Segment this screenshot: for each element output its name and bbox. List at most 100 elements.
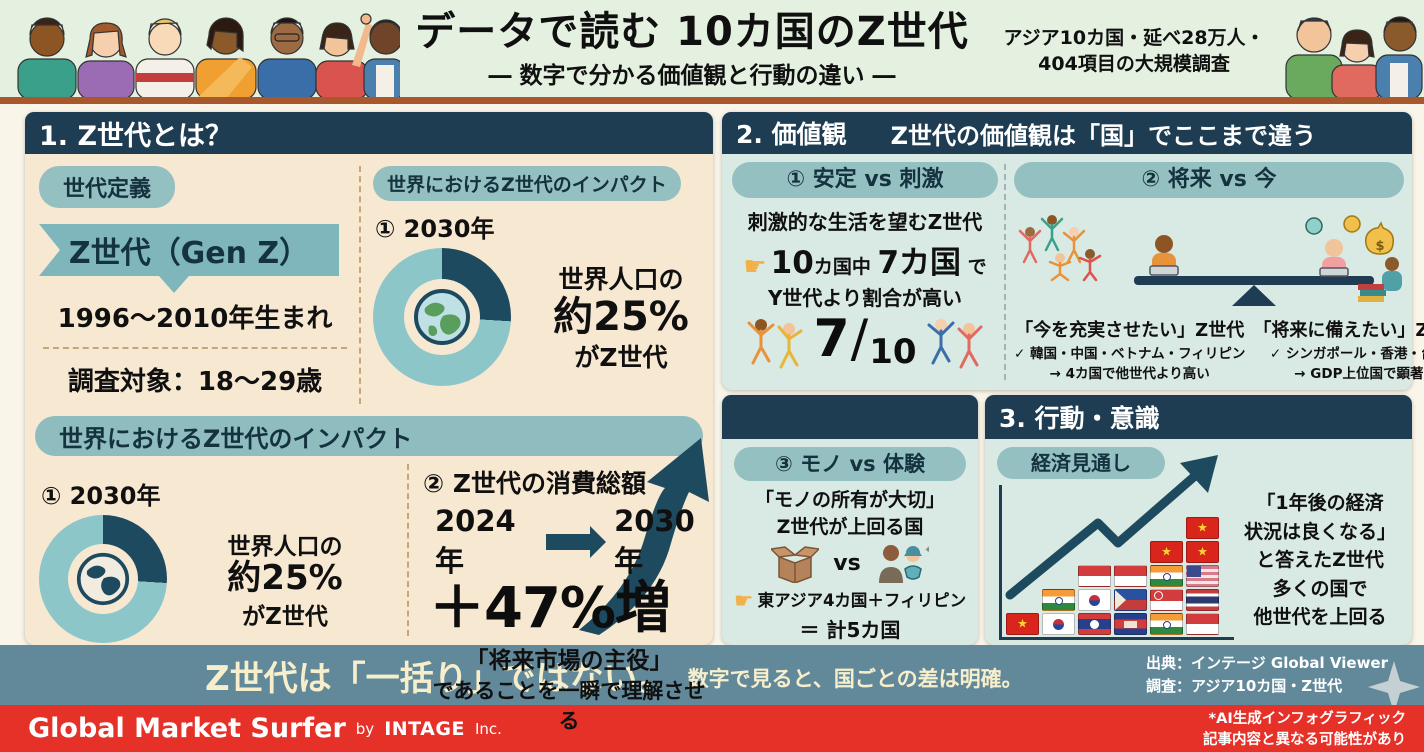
population2-value: 約25% [227,558,343,599]
rising-arrow-icon [579,438,709,635]
economy-outlook-text: 「1年後の経済 状況は良くなる」 と答えたZ世代 多くの国で 他世代を上回る [1236,489,1404,632]
flag-staircase-chart [999,455,1234,640]
page-title: データで読む 10カ国のZ世代 [415,9,969,55]
count-label2: で [961,256,987,278]
future-title: 「将来に備えたい」Z世代 [1253,320,1424,341]
total-countries: ＝ 計5カ国 [799,618,901,642]
now-result: → 4カ国で他世代より高い [1049,366,1210,382]
section1-title: 1. Z世代とは？ [39,120,233,152]
flag-columns [1006,517,1232,635]
eco-line-2: 状況は良くなる」 [1243,520,1396,543]
stability-vs-stimulus-label: ① 安定 vs 刺激 [732,162,998,198]
svg-text:✦: ✦ [924,545,929,556]
svg-text:$: $ [1375,239,1384,254]
future-countries: ✓ シンガポール・香港・台湾 [1269,346,1424,362]
section-genz-definition: 1. Z世代とは？ 世代定義 Z世代（Gen Z） 1996〜2010年生まれ … [25,112,713,733]
population-line1: 世界人口の [558,265,684,294]
people-illustration-left [17,13,400,97]
survey-note-line2: 404項目の大規模調査 [1038,52,1230,75]
survey-note: アジア10カ国・延べ28万人・ 404項目の大規模調査 [984,0,1284,97]
section-values: 2. 価値観 Z世代の価値観は「国」でここまで違う ① 安定 vs 刺激 刺激的… [722,112,1424,390]
consumption-desc: であることを一瞬で理解させる [432,678,706,733]
flag-column [1042,589,1075,635]
section3b-body: 経済見通し 「1年後の経済 状況は良くなる」 と答えたZ世代 多くの国で 他世代… [985,439,1412,645]
flag-column [1006,613,1039,635]
mono-vs-taiken-label: ③ モノ vs 体験 [734,447,966,481]
flag-thailand-icon [1186,589,1219,611]
fraction-denominator: 10 [869,332,917,372]
conclusion-band: Z世代は「一括り」ではない。 数字で見ると、国ごとの差は明確。 出典：インテージ… [0,645,1424,713]
consumption-quote: 「将来市場の主役」 [465,647,673,674]
fraction-slash: / [850,309,869,369]
flag-vietnam-icon [1006,613,1039,635]
source-line2: 調査：アジア10カ国・Z世代 [1146,677,1343,696]
eco-line-1: 「1年後の経済 [1256,492,1384,514]
population-line2: がZ世代 [574,343,668,372]
genz-ribbon-text: Z世代（Gen Z） [39,224,339,276]
year-from: 2024年 [435,504,516,578]
impact-top-block: 世界におけるZ世代のインパクト ① 2030年 [359,166,717,404]
flag-indonesia-icon [1078,565,1111,587]
future-vs-now-label: ② 将来 vs 今 [1014,162,1404,198]
economy-outlook-label: 経済見通し [997,447,1165,479]
section3a-header [722,395,978,439]
flag-column [1114,565,1147,635]
definition-label: 世代定義 [39,166,176,208]
mono-vs-row: vs ✦ [722,543,978,583]
survey-note-line1: アジア10カ国・延べ28万人・ [1003,27,1265,49]
definition-block: 世代定義 Z世代（Gen Z） 1996〜2010年生まれ 調査対象：18〜29… [39,166,351,398]
eco-line-5: 他世代を上回る [1253,606,1387,628]
flag-cambodia-icon [1114,613,1147,635]
fraction-numerator: 7 [813,309,850,369]
birth-years: 1996〜2010年生まれ [57,304,333,334]
now-countries: ✓ 韓国・中国・ベトナム・フィリピン [1014,346,1246,362]
section-behavior: 3. 行動・意識 経済見通し 「1年後の経済 状況は良くなる」 と答えたZ世代 … [985,395,1412,645]
count-7: 7カ国 [877,245,962,281]
page-subtitle: ― 数字で分かる価値観と行動の違い ― [488,63,896,89]
brand-by: by [355,719,375,738]
header-title-block: データで読む 10カ国のZ世代 ― 数字で分かる価値観と行動の違い ― [400,0,984,97]
flag-indonesia-icon [1186,613,1219,635]
section1-body: 世代定義 Z世代（Gen Z） 1996〜2010年生まれ 調査対象：18〜29… [25,154,713,733]
people-illustration-right [1285,16,1423,97]
balance-texts: 「今を充実させたい」Z世代 ✓ 韓国・中国・ベトナム・フィリピン → 4カ国で他… [1014,316,1424,382]
footer-bar: Global Market Surfer by INTAGE Inc. *AI生… [0,705,1424,752]
jumping-people-left-icon [747,319,803,369]
flag-singapore-icon [1150,589,1183,611]
now-title: 「今を充実させたい」Z世代 [1015,320,1245,341]
flag-column [1078,565,1111,635]
globe-icon-2 [76,552,130,606]
brand-row: Global Market Surfer by INTAGE Inc. [28,705,502,752]
mono-line2: Z世代が上回る国 [776,516,924,538]
impact-bottom-item1: ① 2030年 世界人口の 約25% [39,468,389,643]
population2-line1: 世界人口の [227,534,343,561]
stimulus-line3: Y世代より割合が高い [767,286,963,310]
header-banner: データで読む 10カ国のZ世代 ― 数字で分かる価値観と行動の違い ― アジア1… [0,0,1424,104]
definition-divider [43,347,347,349]
flag-laos-icon [1078,613,1111,635]
pointing-finger-icon-2: ☛ [733,589,754,614]
population2-line2: がZ世代 [242,603,328,630]
eco-line-4: 多くの国で [1272,577,1368,600]
section2-title: 2. 価値観 [736,120,847,149]
flag-column [1150,541,1183,635]
source-block: 出典：インテージ Global Viewer 調査：アジア10カ国・Z世代 [1146,652,1388,699]
genz-ribbon-tail [159,276,189,293]
section1-header: 1. Z世代とは？ [25,112,713,154]
future-result: → GDP上位国で顕著 [1294,366,1424,382]
consumption-title: ② Z世代の消費総額 [423,469,646,498]
section2-divider [1004,164,1006,380]
section2-body: ① 安定 vs 刺激 刺激的な生活を望むZ世代 ☛ 10カ国中 7カ国 で Y世代… [722,154,1424,390]
flag-vietnam-icon [1186,517,1219,539]
population-share-text-2: 世界人口の 約25% がZ世代 [181,527,389,631]
footer-note-line2: 記事内容と異なる可能性があり [1203,732,1406,749]
flag-malaysia-icon [1186,565,1219,587]
experience-person-icon: ✦ [878,545,929,583]
flag-vietnam-icon [1186,541,1219,563]
section3b-title: 3. 行動・意識 [999,404,1160,433]
stimulus-line1: 刺激的な生活を望むZ世代 [747,210,983,234]
footer-note-line1: *AI生成インフォグラフィック [1208,711,1406,727]
population-donut-chart [373,248,511,386]
footer-note: *AI生成インフォグラフィック 記事内容と異なる可能性があり [1203,709,1406,751]
